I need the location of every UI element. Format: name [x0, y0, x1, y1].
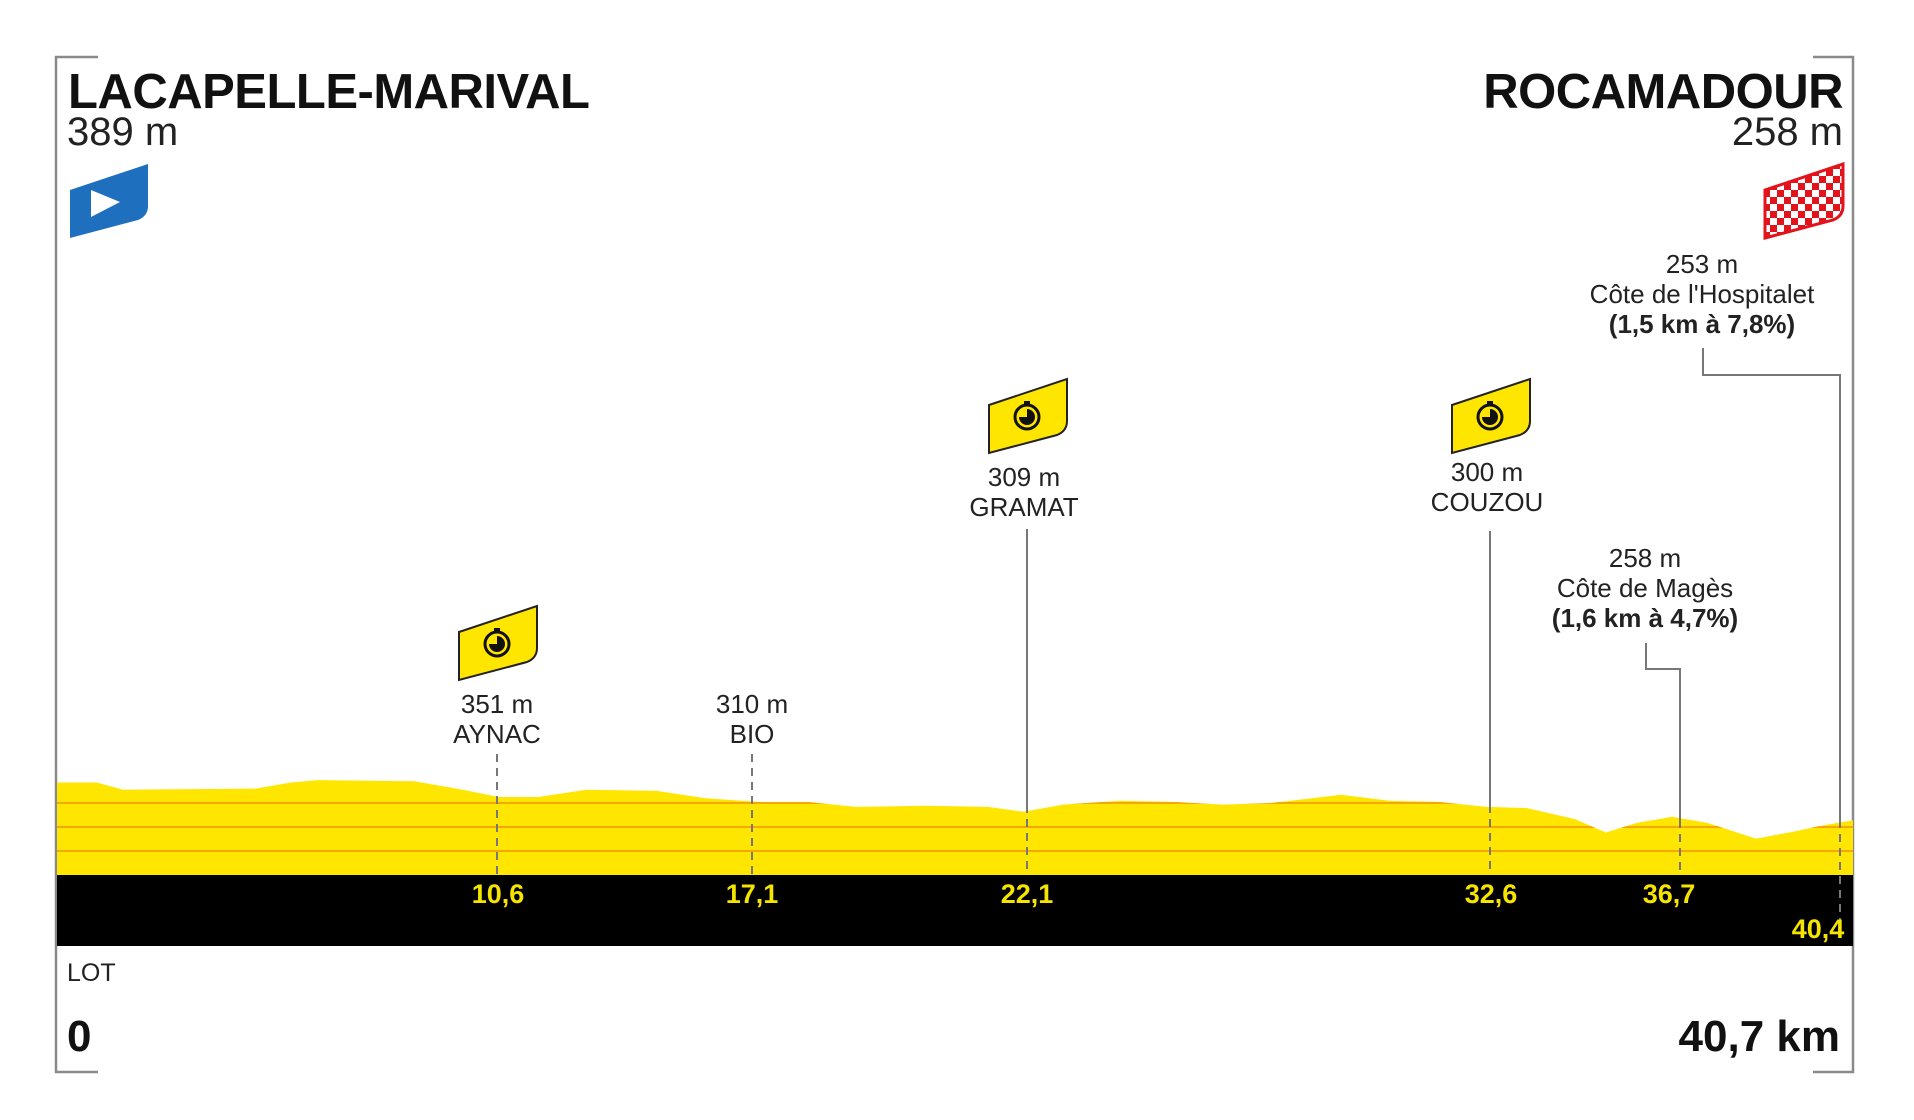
marker-line-mages — [1645, 643, 1681, 820]
point-name: Côte de Magès — [1556, 573, 1734, 603]
marker-line-hospitalet — [1702, 348, 1841, 820]
point-name: GRAMAT — [969, 492, 1079, 522]
point-name: COUZOU — [1430, 487, 1544, 517]
point-altitude: 351 m — [460, 689, 534, 719]
km-label: 40,4 — [1791, 914, 1845, 944]
point-name: AYNAC — [453, 719, 541, 749]
checkered-finish-flag-icon — [1763, 162, 1845, 240]
start-flag-icon — [70, 164, 148, 238]
climb-detail: (1,6 km à 4,7%) — [1551, 603, 1739, 633]
point-altitude: 258 m — [1608, 543, 1682, 573]
climb-detail: (1,5 km à 7,8%) — [1608, 309, 1796, 339]
stopwatch-icon — [988, 377, 1068, 455]
point-label-aynac: 351 m AYNAC — [453, 689, 541, 749]
km-label: 10,6 — [471, 879, 525, 909]
department-label: LOT — [67, 959, 116, 987]
point-altitude: 310 m — [715, 689, 789, 719]
point-label-gramat: 309 m GRAMAT — [969, 462, 1078, 522]
point-name: BIO — [729, 719, 775, 749]
finish-altitude: 258 m — [1731, 110, 1843, 154]
start-altitude: 389 m — [67, 110, 179, 154]
distance-start: 0 — [67, 1012, 92, 1061]
point-altitude: 300 m — [1450, 457, 1524, 487]
km-label: 32,6 — [1464, 879, 1518, 909]
km-label: 17,1 — [725, 879, 779, 909]
km-band — [57, 875, 1853, 946]
point-label-hospitalet: 253 m Côte de l'Hospitalet (1,5 km à 7,8… — [1590, 249, 1815, 339]
stopwatch-icon — [1451, 377, 1531, 455]
stopwatch-icon — [458, 604, 538, 682]
finish-town-name: ROCAMADOUR — [1483, 65, 1843, 119]
point-label-mages: 258 m Côte de Magès (1,6 km à 4,7%) — [1552, 543, 1738, 633]
point-label-couzou: 300 m COUZOU — [1431, 457, 1544, 517]
point-altitude: 309 m — [987, 462, 1061, 492]
start-town-name: LACAPELLE-MARIVAL — [68, 65, 590, 119]
distance-total: 40,7 km — [1678, 1012, 1840, 1061]
point-label-bio: 310 m BIO — [716, 689, 788, 749]
km-label: 22,1 — [1000, 879, 1054, 909]
km-label: 36,7 — [1642, 879, 1696, 909]
point-altitude: 253 m — [1665, 249, 1739, 279]
point-name: Côte de l'Hospitalet — [1589, 279, 1815, 309]
